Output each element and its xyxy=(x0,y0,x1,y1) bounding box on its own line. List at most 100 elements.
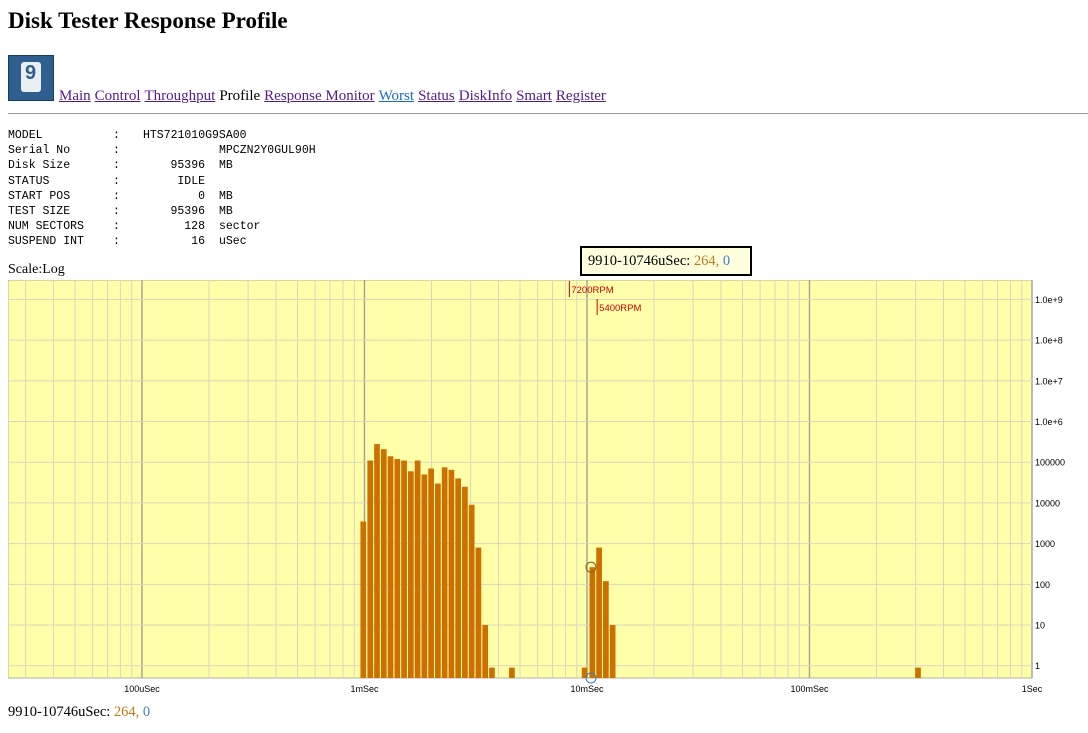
info-key: STATUS xyxy=(8,174,50,188)
histogram-bar xyxy=(374,444,380,678)
disk-info-block: MODEL: HTS721010G9SA00 Serial No: MPCZN2Y0G… xyxy=(8,128,316,250)
info-row: Disk Size: 95396 MB xyxy=(8,158,316,173)
y-tick-label: 100 xyxy=(1035,580,1050,590)
histogram-bar xyxy=(489,667,495,678)
histogram-bar xyxy=(367,460,374,678)
nav-bar: 9 Main Control Throughput Profile Response M… xyxy=(8,55,610,105)
nav-link-smart[interactable]: Smart xyxy=(516,88,552,104)
info-key: Disk Size xyxy=(8,159,71,173)
y-tick-label: 1.0e+8 xyxy=(1035,336,1063,346)
info-value: 0 xyxy=(198,189,205,203)
disk-icon: 9 xyxy=(8,55,54,101)
info-value: 16 xyxy=(191,235,205,249)
y-tick-label: 100000 xyxy=(1035,458,1065,468)
status-line: 9910-10746uSec: 264, 0 xyxy=(8,704,150,721)
info-unit: MB xyxy=(219,189,233,203)
scale-label: Scale:Log xyxy=(8,262,65,277)
histogram-bar xyxy=(448,469,455,678)
rpm-marker-label: 5400RPM xyxy=(599,303,641,314)
y-tick-label: 10000 xyxy=(1035,498,1060,508)
x-tick-label: 100uSec xyxy=(124,684,160,694)
info-row: STATUS: IDLE xyxy=(8,174,316,189)
nav-link-response-monitor[interactable]: Response Monitor xyxy=(264,88,375,104)
histogram-bar xyxy=(609,625,616,678)
nav-link-control[interactable]: Control xyxy=(94,88,141,104)
info-value: 128 xyxy=(184,220,205,234)
info-value: IDLE xyxy=(177,174,205,188)
page-title: Disk Tester Response Profile xyxy=(8,8,288,33)
info-row: SUSPEND INT: 16 uSec xyxy=(8,234,316,249)
histogram-bar xyxy=(455,478,462,678)
info-unit: MB xyxy=(219,204,233,218)
histogram-bar xyxy=(915,667,921,678)
nav-link-worst[interactable]: Worst xyxy=(378,88,415,104)
hover-marker xyxy=(585,561,597,573)
histogram-bar xyxy=(475,547,482,678)
info-key: TEST SIZE xyxy=(8,204,71,218)
info-colon: : xyxy=(113,174,120,188)
histogram-bar xyxy=(589,567,596,678)
response-profile-chart: 7200RPM 5400RPM 1 10 100 1000 10000 100000 1.0e+… xyxy=(8,280,1088,700)
nav-link-throughput[interactable]: Throughput xyxy=(144,88,216,104)
histogram-bar xyxy=(462,486,468,678)
info-colon: : xyxy=(113,189,120,203)
info-colon: : xyxy=(113,235,120,249)
histogram-bar xyxy=(435,483,441,678)
y-tick-label: 10 xyxy=(1035,621,1045,631)
info-row: NUM SECTORS: 128 sector xyxy=(8,219,316,234)
nav-link-diskinfo[interactable]: DiskInfo xyxy=(458,88,513,104)
x-tick-label: 1Sec xyxy=(1022,684,1043,694)
tooltip-zero: 0 xyxy=(722,253,731,269)
tooltip-count: 264 xyxy=(693,253,716,269)
chart-svg: 7200RPM 5400RPM 1 10 100 1000 10000 100000 1.0e+… xyxy=(8,280,1065,694)
info-colon: : xyxy=(113,129,120,142)
y-tick-label: 1000 xyxy=(1035,539,1055,549)
status-range: 9910-10746uSec: xyxy=(8,704,111,720)
info-colon: : xyxy=(113,220,120,234)
info-colon: : xyxy=(113,144,120,158)
histogram-bar xyxy=(468,504,475,678)
histogram-bar xyxy=(387,456,394,678)
histogram-bar xyxy=(360,521,367,678)
histogram-bar xyxy=(421,474,428,678)
histogram-bar xyxy=(482,625,489,678)
histogram-bar xyxy=(414,460,421,678)
info-key: START POS xyxy=(8,189,71,203)
histogram-bar xyxy=(603,581,609,678)
info-key: Serial No xyxy=(8,144,71,158)
info-row: MODEL: HTS721010G9SA00 xyxy=(8,128,316,143)
info-row: Serial No: MPCZN2Y0GUL90H xyxy=(8,143,316,158)
info-unit: MB xyxy=(219,159,233,173)
nav-current-profile: Profile xyxy=(219,88,261,104)
histogram-bar xyxy=(380,449,387,678)
nav-link-main[interactable]: Main xyxy=(59,88,91,104)
nav-link-status[interactable]: Status xyxy=(418,88,455,104)
info-unit: sector xyxy=(219,220,261,234)
histogram-bar xyxy=(428,468,434,678)
tooltip-range: 9910-10746uSec: xyxy=(588,253,691,269)
histogram-bar xyxy=(407,471,414,678)
info-value: 95396 xyxy=(170,159,205,173)
status-sep: , xyxy=(135,704,140,720)
info-row: TEST SIZE: 95396 MB xyxy=(8,204,316,219)
info-key: MODEL xyxy=(8,129,43,142)
hover-marker xyxy=(585,672,597,684)
nav-link-register[interactable]: Register xyxy=(555,88,606,104)
tooltip-sep: , xyxy=(715,253,720,269)
info-row: START POS: 0 MB xyxy=(8,189,316,204)
info-colon: : xyxy=(113,204,120,218)
info-value: HTS721010G9SA00 xyxy=(143,129,247,142)
info-key: NUM SECTORS xyxy=(8,220,84,234)
rpm-marker-label: 7200RPM xyxy=(571,285,613,296)
y-tick-label: 1.0e+7 xyxy=(1035,376,1063,386)
x-tick-label: 1mSec xyxy=(350,684,379,694)
histogram-bar xyxy=(401,460,407,678)
info-unit: uSec xyxy=(219,235,247,249)
y-tick-label: 1.0e+6 xyxy=(1035,417,1063,427)
histogram-bar xyxy=(394,459,401,678)
status-zero: 0 xyxy=(142,704,151,720)
info-value: 95396 xyxy=(170,204,205,218)
histogram-bar xyxy=(509,667,515,678)
x-tick-label: 10mSec xyxy=(570,684,604,694)
hover-tooltip: 9910-10746uSec: 264, 0 xyxy=(580,246,752,276)
